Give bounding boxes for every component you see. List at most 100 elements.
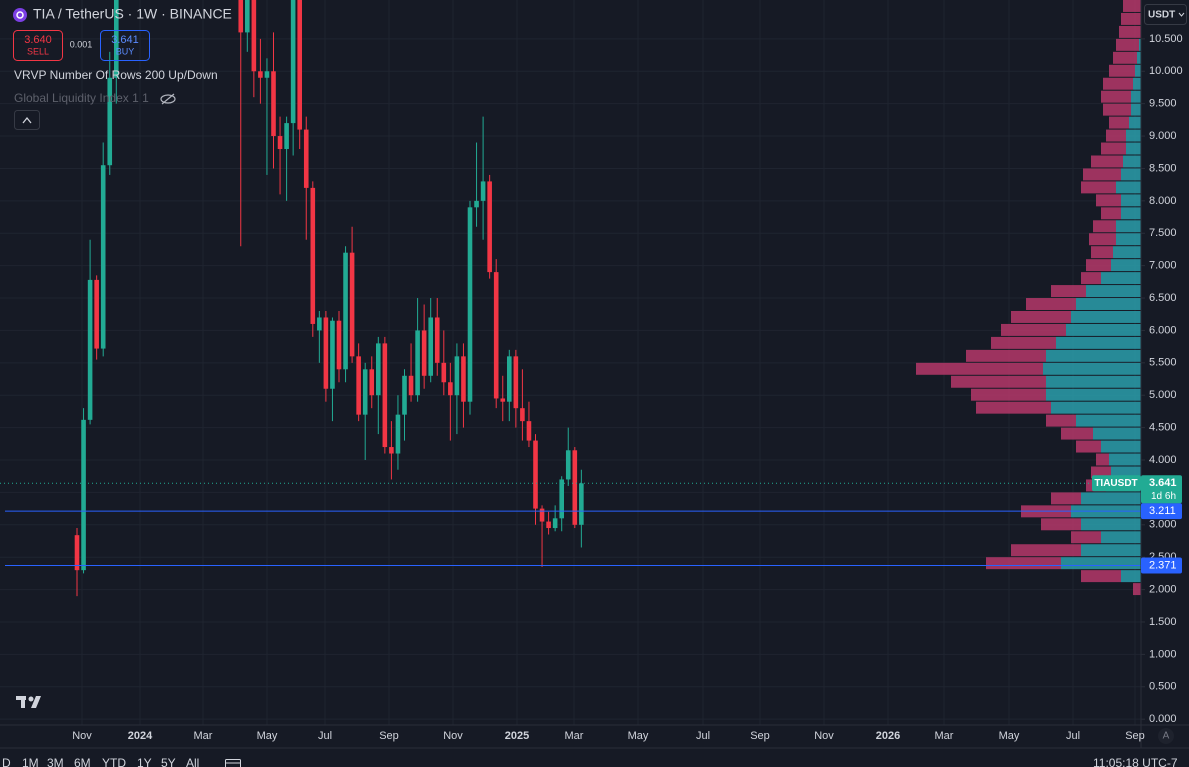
y-tick-label: 5.500	[1149, 357, 1177, 369]
candle-body	[330, 320, 335, 389]
profile-up	[1123, 155, 1141, 168]
y-tick-label: 8.000	[1149, 195, 1177, 207]
y-tick-label: 0.500	[1149, 681, 1177, 693]
y-tick-label: 7.500	[1149, 227, 1177, 239]
x-tick-label: Jul	[318, 730, 332, 742]
range-button[interactable]: 3M	[47, 756, 64, 767]
y-tick-label: 6.000	[1149, 324, 1177, 336]
clock: 11:05:18 UTC-7	[1093, 756, 1178, 767]
candle-body	[441, 362, 447, 383]
profile-up	[1135, 64, 1141, 77]
profile-up	[1109, 453, 1141, 466]
x-tick-label: Nov	[72, 730, 92, 742]
candle-body	[369, 369, 375, 396]
y-tick-label: 1.000	[1149, 648, 1177, 660]
profile-down	[1083, 168, 1121, 181]
candle-body	[467, 207, 473, 402]
candle-body	[539, 508, 545, 522]
price-lines	[0, 482, 1141, 567]
candle-body	[310, 187, 316, 324]
profile-down	[1081, 272, 1101, 285]
grid	[0, 0, 1141, 725]
x-tick-label: May	[628, 730, 649, 742]
sell-button[interactable]	[13, 30, 63, 61]
candle-body	[94, 279, 99, 349]
x-tick-label: May	[257, 730, 278, 742]
x-tick-label: Mar	[194, 730, 213, 742]
profile-down	[1091, 155, 1123, 168]
x-tick-label: Nov	[443, 730, 463, 742]
profile-down	[976, 401, 1051, 414]
range-button[interactable]: D	[2, 756, 11, 767]
hide-icon[interactable]	[160, 93, 176, 105]
range-button[interactable]: 6M	[74, 756, 91, 767]
candle-body	[520, 408, 525, 422]
y-tick-label: 5.000	[1149, 389, 1177, 401]
profile-down	[1119, 25, 1141, 38]
profile-down	[1076, 440, 1101, 453]
buy-button[interactable]	[100, 30, 150, 61]
collapse-icon	[22, 116, 32, 124]
range-button[interactable]: All	[186, 756, 199, 767]
candle-body	[402, 375, 407, 415]
tradingview-logo	[16, 696, 41, 708]
candle-body	[421, 330, 427, 376]
candle-body	[454, 356, 460, 396]
sell-price: 3.640	[24, 34, 52, 46]
indicator-gli[interactable]: Global Liquidity Index 1 1	[14, 91, 149, 105]
profile-up	[1051, 401, 1141, 414]
currency-button[interactable]	[1144, 4, 1187, 25]
candle-body	[389, 447, 394, 454]
y-tick-label: 3.000	[1149, 519, 1177, 531]
profile-up	[1129, 116, 1141, 129]
range-button[interactable]: 1Y	[137, 756, 152, 767]
range-button[interactable]: YTD	[102, 756, 126, 767]
profile-down	[1109, 64, 1135, 77]
candle-body	[480, 181, 486, 201]
profile-down	[1011, 310, 1071, 323]
calendar-icon[interactable]	[225, 759, 241, 767]
range-button[interactable]: 1M	[22, 756, 39, 767]
candle-body	[579, 483, 584, 525]
auto-scale-button[interactable]	[1158, 728, 1174, 744]
profile-down	[1046, 414, 1076, 427]
profile-up	[1056, 336, 1141, 349]
symbol-title[interactable]: TIA / TetherUS · 1W · BINANCE	[33, 6, 232, 22]
symbol-badge	[1092, 475, 1141, 492]
profile-down	[916, 362, 1043, 375]
profile-down	[1101, 207, 1121, 220]
profile-down	[1103, 103, 1131, 116]
profile-down	[1116, 38, 1139, 51]
profile-up	[1061, 557, 1141, 570]
candle-body	[317, 317, 322, 331]
candle-body	[323, 317, 329, 389]
collapse-button[interactable]	[14, 110, 40, 130]
candle-body	[434, 317, 440, 363]
currency-caret	[1178, 12, 1185, 17]
candle-body	[513, 356, 519, 409]
profile-down	[1109, 116, 1129, 129]
indicator-vrvp[interactable]: VRVP Number Of Rows 200 Up/Down	[14, 68, 218, 82]
profile-up	[1101, 272, 1141, 285]
hline-badge-label: 2.371	[1149, 559, 1177, 571]
y-tick-label: 8.500	[1149, 162, 1177, 174]
buy-label: BUY	[116, 46, 135, 56]
symbol-icon	[13, 8, 27, 22]
candle-body	[474, 200, 479, 208]
range-button[interactable]: 5Y	[161, 756, 176, 767]
y-tick-label: 0.000	[1149, 713, 1177, 725]
candle-body	[408, 375, 414, 396]
profile-up	[1093, 427, 1141, 440]
candles	[74, 0, 584, 597]
symbol-badge-label: TIAUSDT	[1094, 478, 1137, 489]
axes: 0.0000.5001.0001.5002.0002.5003.0003.500…	[72, 33, 1182, 742]
spread: 0.001	[70, 39, 93, 49]
profile-down	[1103, 77, 1133, 90]
x-tick-label: Jul	[1066, 730, 1080, 742]
profile-down	[1096, 453, 1109, 466]
auto-scale-label: A	[1163, 731, 1170, 742]
candle-body	[114, 0, 119, 78]
profile-down	[1041, 518, 1081, 531]
profile-up	[1116, 233, 1141, 246]
candle-body	[277, 136, 283, 150]
